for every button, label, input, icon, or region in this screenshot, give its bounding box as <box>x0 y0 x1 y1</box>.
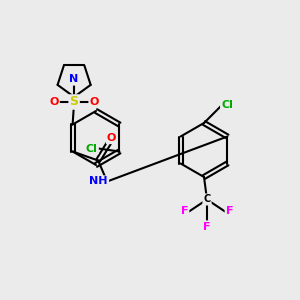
Text: S: S <box>70 95 79 109</box>
Text: O: O <box>107 133 116 143</box>
Text: O: O <box>89 97 99 107</box>
Text: NH: NH <box>89 176 108 187</box>
Text: F: F <box>203 221 211 232</box>
Text: F: F <box>181 206 188 217</box>
Text: F: F <box>226 206 233 217</box>
Text: N: N <box>70 74 79 85</box>
Text: Cl: Cl <box>221 100 233 110</box>
Text: Cl: Cl <box>86 143 98 154</box>
Text: O: O <box>49 97 59 107</box>
Text: C: C <box>203 194 211 205</box>
